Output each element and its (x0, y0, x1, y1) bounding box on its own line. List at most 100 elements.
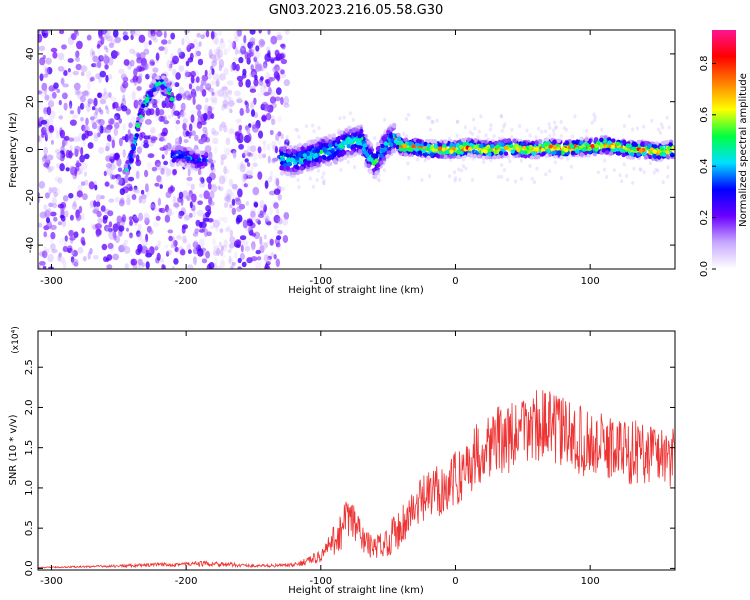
heatmap-noise-cell (240, 42, 247, 51)
heatmap-ridge-cell (432, 139, 438, 144)
heatmap-noise-cell (108, 231, 116, 240)
heatmap-noise-cell (143, 142, 150, 149)
heatmap-noise-cell (311, 123, 315, 128)
heatmap-noise-cell (242, 173, 247, 181)
heatmap-ridge-cell (279, 160, 285, 166)
heatmap-ridge-cell (415, 138, 421, 144)
heatmap-noise-cell (658, 130, 663, 135)
heatmap-noise-cell (280, 133, 284, 140)
heatmap-noise-cell (223, 67, 229, 76)
heatmap-noise-cell (133, 185, 138, 191)
heatmap-noise-cell (665, 115, 669, 120)
heatmap-noise-cell (178, 51, 186, 59)
heatmap-ridge-cell (569, 144, 575, 149)
heatmap-noise-cell (271, 158, 276, 164)
heatmap-noise-cell (215, 78, 220, 87)
heatmap-ridge-cell (280, 157, 286, 162)
heatmap-ridge-cell (379, 139, 384, 144)
heatmap-noise-cell (195, 104, 202, 111)
heatmap-noise-cell (48, 202, 54, 208)
heatmap-ridge-cell (388, 134, 394, 139)
heatmap-noise-cell (622, 124, 627, 129)
heatmap-noise-cell (532, 180, 537, 185)
heatmap-noise-cell (322, 181, 326, 186)
heatmap-noise-cell (373, 136, 377, 141)
heatmap-noise-cell (69, 165, 75, 173)
heatmap-noise-cell (131, 194, 137, 200)
heatmap-noise-cell (180, 102, 186, 112)
heatmap-noise-cell (167, 229, 174, 234)
heatmap-ridge-cell (386, 150, 391, 155)
heatmap-noise-cell (135, 248, 141, 256)
heatmap-noise-cell (208, 262, 215, 269)
heatmap-noise-cell (273, 223, 280, 231)
heatmap-noise-cell (68, 229, 74, 237)
heatmap-noise-cell (48, 125, 55, 133)
x-tick-label: -100 (309, 576, 332, 587)
heatmap-noise-cell (228, 255, 232, 264)
y-tick-label: 0.0 (24, 560, 35, 576)
heatmap-noise-cell (180, 111, 188, 118)
snr-series-line (38, 390, 675, 569)
heatmap-ridge-cell (403, 147, 408, 152)
heatmap-noise-cell (137, 212, 144, 222)
heatmap-noise-cell (240, 244, 244, 253)
heatmap-noise-cell (138, 67, 145, 72)
heatmap-noise-cell (91, 106, 96, 111)
heatmap-noise-cell (165, 204, 169, 213)
heatmap-noise-cell (43, 231, 47, 238)
heatmap-noise-cell (455, 133, 459, 138)
heatmap-noise-cell (251, 232, 256, 237)
heatmap-noise-cell (228, 243, 235, 249)
spectrogram-y-ticks: -40 -20 0 20 40 (25, 48, 675, 253)
heatmap-noise-cell (174, 137, 181, 145)
heatmap-noise-cell (184, 212, 189, 220)
heatmap-noise-cell (90, 223, 96, 230)
heatmap-noise-cell (191, 91, 197, 98)
heatmap-ridge-cell (320, 139, 326, 144)
heatmap-noise-cell (269, 206, 273, 216)
heatmap-noise-cell (71, 33, 77, 41)
heatmap-noise-cell (174, 82, 180, 88)
heatmap-noise-cell (268, 57, 276, 62)
heatmap-noise-cell (602, 167, 607, 172)
heatmap-noise-cell (250, 145, 257, 153)
heatmap-noise-cell (131, 187, 139, 192)
heatmap-noise-cell (108, 30, 113, 34)
heatmap-noise-cell (47, 165, 55, 171)
heatmap-ridge-cell (575, 139, 580, 144)
heatmap-noise-cell (40, 133, 45, 138)
heatmap-ridge-cell (496, 154, 501, 159)
heatmap-noise-cell (57, 203, 65, 209)
heatmap-noise-cell (117, 167, 123, 173)
heatmap-branch-cell (128, 157, 134, 162)
heatmap-ridge-cell (357, 133, 362, 139)
heatmap-noise-cell (272, 66, 277, 73)
heatmap-ridge-cell (291, 149, 297, 154)
heatmap-noise-cell (222, 216, 228, 223)
heatmap-noise-cell (322, 171, 326, 176)
heatmap-noise-cell (455, 119, 459, 124)
heatmap-noise-cell (502, 168, 507, 173)
heatmap-noise-cell (48, 186, 53, 195)
heatmap-noise-cell (562, 126, 567, 131)
heatmap-noise-cell (162, 264, 166, 269)
heatmap-noise-cell (311, 184, 316, 189)
heatmap-noise-cell (95, 201, 101, 208)
heatmap-noise-cell (191, 193, 197, 203)
heatmap-noise-cell (212, 130, 219, 136)
heatmap-noise-cell (56, 151, 63, 161)
heatmap-ridge-cell (611, 138, 616, 143)
heatmap-noise-cell (428, 116, 432, 120)
heatmap-noise-cell (622, 162, 626, 167)
heatmap-patch-cell (190, 163, 195, 168)
heatmap-ridge-cell (314, 157, 319, 163)
heatmap-patch-cell (172, 156, 177, 161)
heatmap-noise-cell (231, 183, 238, 190)
heatmap-noise-cell (237, 266, 242, 269)
heatmap-ridge-cell (670, 153, 675, 158)
y-tick-label: 1.5 (24, 440, 35, 456)
spectrogram-x-label: Height of straight line (km) (288, 285, 424, 296)
heatmap-noise-cell (68, 192, 74, 199)
heatmap-noise-cell (155, 98, 161, 104)
